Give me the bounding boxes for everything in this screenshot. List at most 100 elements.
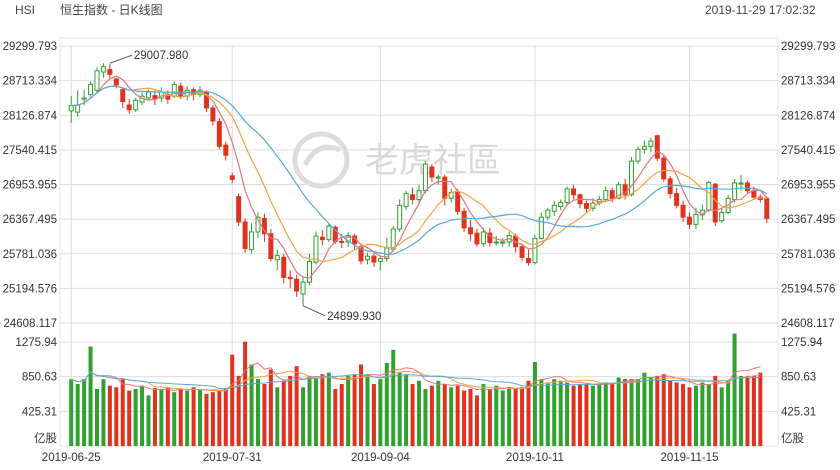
candle: [203, 90, 209, 113]
candle: [493, 236, 499, 246]
candle-body: [654, 135, 660, 159]
candle: [474, 229, 480, 247]
annotation-leader: [109, 54, 133, 64]
volume-bar: [423, 388, 428, 446]
volume-bar: [301, 387, 306, 446]
candle-body: [255, 216, 261, 233]
volume-bar: [655, 375, 660, 446]
candle: [616, 181, 622, 200]
annotation-label: 24899.930: [327, 311, 381, 323]
candle: [468, 220, 474, 241]
candle-body: [474, 232, 480, 245]
volume-bar: [320, 374, 325, 446]
candle-body: [326, 225, 332, 241]
volume-bar: [526, 380, 531, 446]
volume-bar: [713, 375, 718, 446]
price-tick-label-right: 27540.415: [781, 145, 835, 157]
price-tick-label-left: 28126.874: [3, 110, 58, 122]
candle-body: [493, 241, 499, 244]
candle: [126, 99, 132, 114]
candle: [699, 204, 705, 221]
volume-bar: [288, 375, 293, 446]
annotation-label: 29007.980: [134, 50, 188, 62]
volume-bar: [236, 375, 241, 446]
candle: [68, 96, 74, 123]
volume-bar: [429, 385, 434, 446]
candle: [384, 237, 390, 262]
volume-bar: [294, 366, 299, 446]
candle-body: [242, 221, 248, 249]
candle: [732, 178, 738, 203]
volume-bar: [82, 379, 87, 446]
volume-bar: [152, 388, 157, 446]
candles: [68, 63, 770, 306]
volume-ma20-line: [71, 371, 761, 389]
candle: [661, 155, 667, 182]
price-tick-label-left: 26953.955: [3, 180, 57, 192]
volume-bar: [616, 377, 621, 446]
candle-body: [113, 78, 119, 86]
volume-bar: [468, 388, 473, 446]
volume-bar: [262, 384, 267, 446]
candle: [133, 97, 139, 113]
candle-body: [480, 231, 486, 245]
candle-body: [88, 83, 94, 95]
candle-body: [268, 233, 274, 260]
candle: [210, 105, 216, 126]
candle: [545, 207, 551, 221]
volume-bar: [487, 388, 492, 446]
candle-body: [294, 278, 300, 292]
candle-body: [442, 176, 448, 199]
candle: [706, 180, 712, 213]
candle-body: [519, 246, 525, 258]
volume-bar: [494, 385, 499, 446]
candle-body: [487, 232, 493, 244]
volume-bar: [281, 380, 286, 446]
candle-body: [435, 176, 441, 179]
candle-body: [706, 181, 712, 211]
candle-body: [686, 216, 692, 225]
candle: [551, 200, 557, 217]
volume-bar: [635, 379, 640, 446]
candle-body: [281, 256, 287, 278]
date-tick-label: 2019-10-11: [506, 452, 564, 464]
volume-bar: [371, 384, 376, 446]
volume-bar: [191, 387, 196, 446]
volume-bar: [249, 364, 254, 446]
volume-bar: [500, 390, 505, 446]
volume-bar: [726, 380, 731, 446]
candle: [654, 134, 660, 162]
volume-bar: [700, 382, 705, 446]
price-annotations: 29007.980 24899.930: [109, 50, 381, 323]
price-tick-label-left: 25194.576: [3, 283, 57, 295]
candle: [519, 243, 525, 262]
candle-body: [146, 91, 152, 99]
volume-tick-label-left: 425.31: [22, 406, 57, 418]
volume-bar: [159, 388, 164, 446]
volume-tick-label-left: 850.63: [22, 372, 57, 384]
volume-bar: [255, 379, 260, 446]
candle-body: [712, 183, 718, 223]
volume-bar: [275, 387, 280, 446]
candle-body: [468, 227, 474, 235]
candle: [674, 187, 680, 209]
volume-bar: [455, 385, 460, 446]
volume-bar: [384, 362, 389, 446]
candle: [442, 174, 448, 206]
candle: [480, 227, 486, 247]
candle-body: [287, 276, 293, 280]
candle-body: [551, 204, 557, 212]
volume-bar: [333, 388, 338, 446]
volume-bar: [539, 379, 544, 446]
price-tick-label-left: 26367.495: [3, 214, 57, 226]
volume-bar: [326, 372, 331, 446]
volume-bar: [268, 369, 273, 446]
axis-labels: 29299.793 29299.793 28713.334 28713.334 2812…: [3, 41, 836, 464]
volume-bar: [417, 380, 421, 446]
candle-body: [410, 194, 416, 200]
volume-bar: [172, 392, 177, 446]
candle: [461, 207, 467, 232]
volume-bar: [391, 349, 396, 446]
candle-body: [107, 69, 113, 75]
